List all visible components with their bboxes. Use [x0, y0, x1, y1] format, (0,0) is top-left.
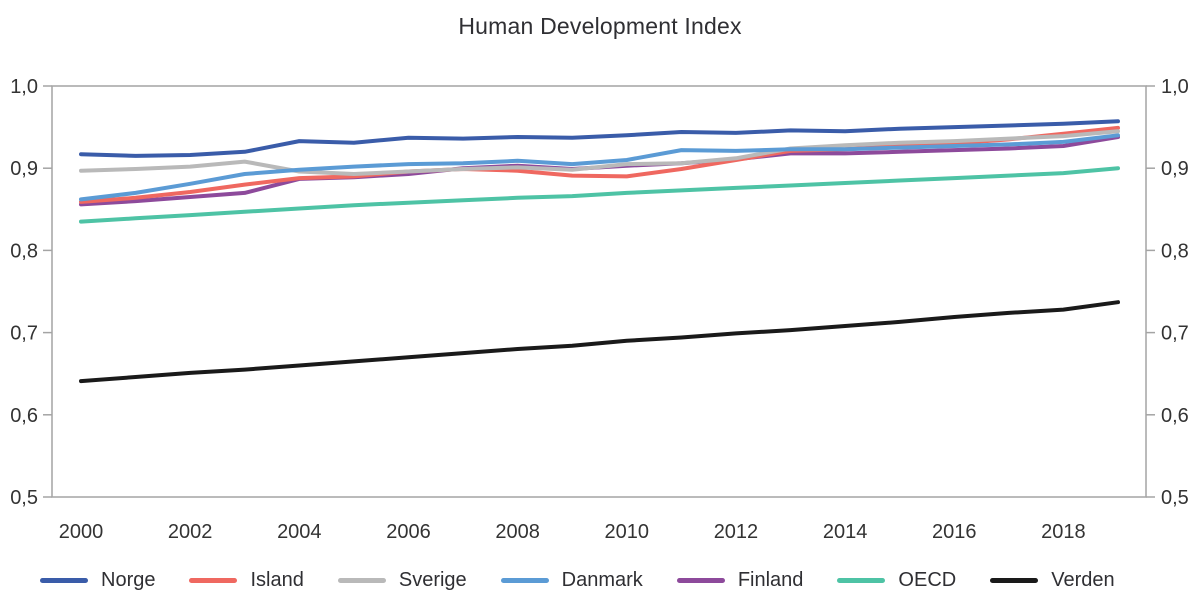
- legend-swatch-sverige-icon: [337, 578, 386, 583]
- legend-label: Verden: [1051, 569, 1115, 591]
- x-axis-label: 2016: [932, 521, 977, 543]
- legend-label: Norge: [101, 569, 156, 591]
- legend-item-finland: Finland: [676, 569, 804, 592]
- x-axis-label: 2008: [495, 521, 540, 543]
- legend-swatch-finland-icon: [676, 578, 725, 583]
- series-line-island: [79, 125, 1120, 204]
- chart-title: Human Development Index: [458, 13, 742, 39]
- y-axis-label-left: 0,5: [10, 487, 38, 509]
- x-axis-label: 2014: [823, 521, 868, 543]
- y-axis-label-right: 0,9: [1161, 158, 1189, 180]
- series-line-oecd: [79, 166, 1120, 224]
- chart-legend: Norge Island Sverige Danmark Finland OEC…: [40, 569, 1115, 592]
- series-line-verden: [79, 300, 1120, 384]
- series-line-danmark: [79, 133, 1120, 202]
- legend-item-sverige: Sverige: [337, 569, 467, 592]
- legend-item-norge: Norge: [40, 569, 155, 592]
- legend-label: Finland: [737, 569, 804, 591]
- y-axis-label-right: 0,7: [1161, 323, 1189, 345]
- x-axis-label: 2018: [1041, 521, 1086, 543]
- series-line-sverige: [79, 129, 1120, 176]
- y-axis-label-right: 0,5: [1161, 487, 1189, 509]
- legend-swatch-norge-icon: [40, 578, 88, 583]
- y-axis-label-left: 0,8: [10, 240, 38, 262]
- legend-label: OECD: [898, 569, 957, 591]
- legend-swatch-verden-icon: [990, 578, 1039, 583]
- y-axis-label-right: 0,6: [1161, 405, 1189, 427]
- x-axis-label: 2006: [386, 521, 431, 543]
- legend-item-island: Island: [189, 569, 304, 592]
- legend-swatch-oecd-icon: [837, 578, 886, 583]
- chart-canvas: 1,0 1,0 0,9 0,9 0,8 0,8 0,7 0,7 0,6 0,6 0,5 0,5 2000…: [10, 76, 1189, 543]
- legend-label: Island: [250, 569, 304, 591]
- x-axis-label: 2010: [605, 521, 650, 543]
- legend-item-danmark: Danmark: [500, 569, 643, 592]
- legend-swatch-island-icon: [189, 578, 238, 583]
- legend-label: Danmark: [561, 569, 643, 591]
- legend-label: Sverige: [398, 569, 467, 591]
- x-axis-label: 2012: [714, 521, 759, 543]
- legend-item-oecd: OECD: [837, 569, 956, 592]
- x-axis-label: 2000: [59, 521, 104, 543]
- legend-item-verden: Verden: [990, 569, 1115, 592]
- series-line-norge: [79, 119, 1120, 158]
- y-axis-label-right: 1,0: [1161, 76, 1189, 98]
- plot-frame: [51, 85, 1147, 498]
- legend-swatch-danmark-icon: [500, 578, 549, 583]
- y-axis-label-left: 0,7: [10, 323, 38, 345]
- y-axis-label-left: 1,0: [10, 76, 38, 98]
- x-axis-label: 2004: [277, 521, 322, 543]
- y-axis-label-right: 0,8: [1161, 240, 1189, 262]
- y-axis-label-left: 0,6: [10, 405, 38, 427]
- y-axis-label-left: 0,9: [10, 158, 38, 180]
- x-axis-label: 2002: [168, 521, 213, 543]
